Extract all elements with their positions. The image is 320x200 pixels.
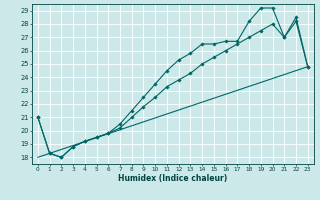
X-axis label: Humidex (Indice chaleur): Humidex (Indice chaleur) xyxy=(118,174,228,183)
